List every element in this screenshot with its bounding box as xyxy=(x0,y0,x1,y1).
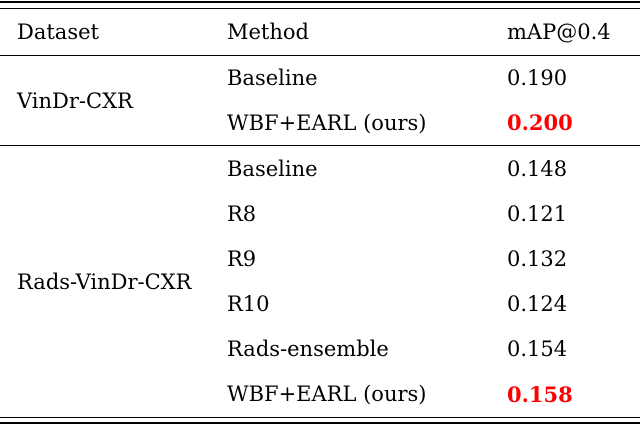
section-vindr-cxr: VinDr-CXR Baseline 0.190 WBF+EARL (ours)… xyxy=(0,56,640,145)
map-value: 0.121 xyxy=(507,201,568,226)
col-header-method: Method xyxy=(227,20,309,44)
method-cell: R10 xyxy=(227,292,270,317)
top-rule-thick xyxy=(0,1,640,3)
map-value: 0.132 xyxy=(507,246,568,271)
map-value: 0.154 xyxy=(507,337,568,362)
method-cell: Rads-ensemble xyxy=(227,337,389,362)
map-value: 0.148 xyxy=(507,156,568,181)
method-cell: Baseline xyxy=(227,156,318,181)
method-cell: R9 xyxy=(227,246,257,271)
bottom-rule-thin xyxy=(0,417,640,418)
col-header-map: mAP@0.4 xyxy=(507,20,611,44)
section-separator-rule xyxy=(0,145,640,146)
method-cell: WBF+EARL (ours) xyxy=(227,382,427,407)
map-value: 0.190 xyxy=(507,66,568,91)
map-value-best: 0.158 xyxy=(507,381,573,407)
dataset-label: VinDr-CXR xyxy=(17,88,133,113)
top-rule-thin xyxy=(0,8,640,9)
table-header: Dataset Method mAP@0.4 xyxy=(0,9,640,55)
map-value: 0.124 xyxy=(507,292,568,317)
method-cell: R8 xyxy=(227,201,257,226)
header-separator-rule xyxy=(0,55,640,56)
map-value-best: 0.200 xyxy=(507,110,573,136)
section-rads-vindr-cxr: Rads-VinDr-CXR Baseline 0.148 R8 0.121 R… xyxy=(0,146,640,417)
col-header-dataset: Dataset xyxy=(17,20,99,44)
bottom-rule-thick xyxy=(0,422,640,424)
dataset-label: Rads-VinDr-CXR xyxy=(17,269,192,294)
method-cell: Baseline xyxy=(227,66,318,91)
method-cell: WBF+EARL (ours) xyxy=(227,110,427,135)
